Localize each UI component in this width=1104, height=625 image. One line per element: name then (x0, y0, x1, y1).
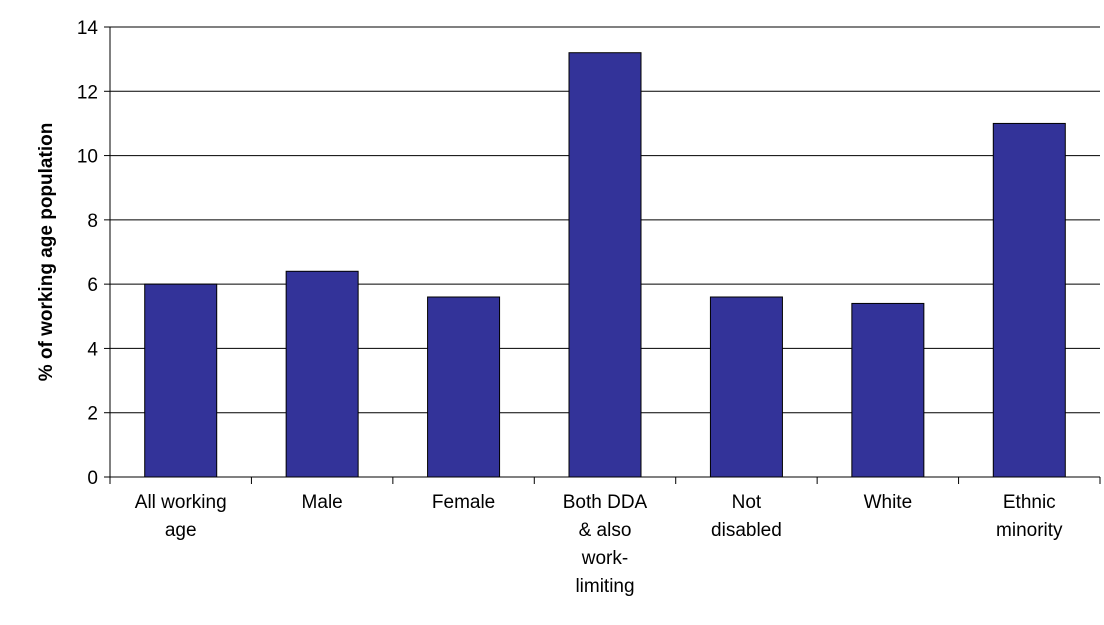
y-tick-label: 14 (77, 18, 99, 39)
y-tick-label: 4 (87, 339, 98, 360)
x-tick-labels: All working age Male Female Both DDA & also wo… (135, 492, 1063, 597)
x-category-label: Ethnic minority (996, 492, 1063, 541)
bar (285, 270, 359, 478)
bar (709, 296, 783, 478)
x-category-label: Male (302, 492, 343, 513)
x-category-label: Female (432, 492, 495, 513)
bar (427, 296, 501, 478)
bars (144, 52, 1066, 478)
y-axis-label: % of working age population (36, 123, 57, 382)
y-tick-label: 6 (87, 275, 98, 296)
x-category-label: White (864, 492, 913, 513)
x-category-label: All working age (135, 492, 227, 541)
bar (568, 52, 642, 478)
y-ticks: 0 2 4 6 8 10 12 14 (77, 18, 110, 489)
y-tick-label: 10 (77, 147, 98, 168)
bar (992, 122, 1066, 478)
y-tick-label: 8 (87, 211, 98, 232)
bar (144, 283, 218, 478)
axes (109, 27, 1100, 478)
bar (851, 302, 925, 478)
x-category-label: Not disabled (711, 492, 782, 541)
x-ticks (109, 477, 1101, 484)
y-tick-label: 12 (77, 82, 98, 103)
x-category-label: Both DDA & also work-limiting (563, 492, 648, 597)
y-tick-label: 0 (87, 468, 98, 489)
y-tick-label: 2 (87, 404, 98, 425)
